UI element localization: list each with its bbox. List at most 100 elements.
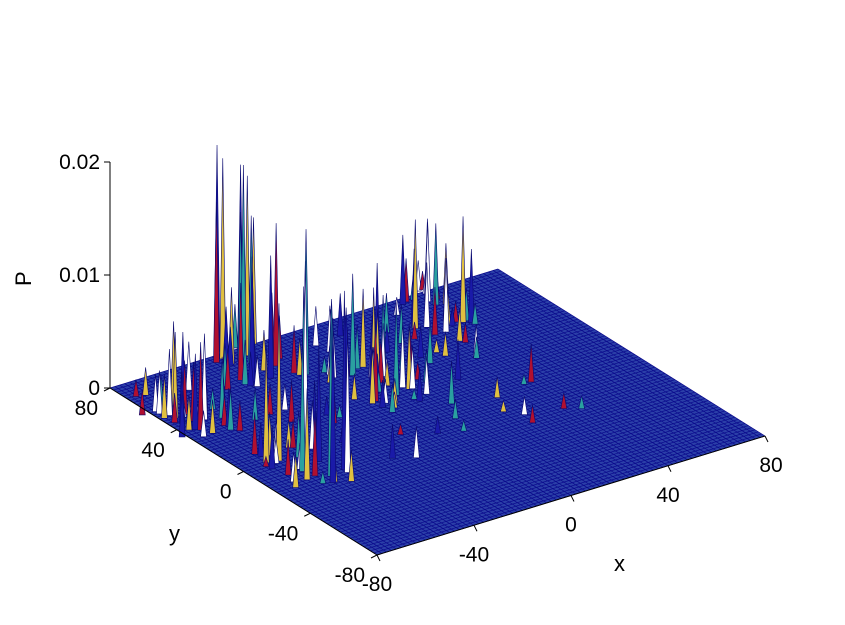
surface-peak <box>377 338 385 384</box>
surface-peak <box>166 349 173 416</box>
mesh-line-x <box>478 274 746 443</box>
surface-peak <box>311 410 319 477</box>
surface-peak <box>454 339 462 381</box>
mesh-line-x <box>454 282 722 450</box>
surface-peak <box>209 399 216 434</box>
surface-peak <box>237 282 245 381</box>
x-tick-label: -40 <box>459 543 489 566</box>
surface-peak <box>409 345 416 390</box>
mesh-line-x <box>463 279 732 447</box>
surface-peak <box>473 336 480 359</box>
surface-peaks <box>132 145 586 488</box>
surface-peak <box>321 356 328 373</box>
x-tick <box>764 435 769 443</box>
y-axis-label: y <box>169 521 180 546</box>
surface-peak <box>423 355 430 395</box>
surface-peak <box>423 262 431 328</box>
surface-peak <box>493 376 501 399</box>
mesh-line-x <box>497 268 766 437</box>
mesh-line-x <box>395 299 664 468</box>
surface-peak <box>448 307 456 327</box>
surface-peak <box>241 339 249 385</box>
surface-peak <box>284 439 292 476</box>
x-tick-label: 80 <box>759 454 782 477</box>
surface-peak <box>236 400 244 432</box>
y-tick <box>304 512 311 517</box>
x-tick <box>376 554 381 562</box>
surface-peak <box>192 353 199 430</box>
mesh-line-y <box>206 329 595 449</box>
surface-peak <box>296 337 304 376</box>
surface-peak <box>468 249 475 323</box>
surface-peak <box>288 379 295 423</box>
surface-peak <box>171 393 178 424</box>
y-tick-label: -80 <box>335 564 365 587</box>
surface-peak <box>399 322 406 389</box>
surface-peak <box>336 404 343 418</box>
surface-peak <box>178 390 186 438</box>
surface-peak <box>221 394 228 426</box>
surface-peak <box>560 392 568 409</box>
surface-peak <box>329 317 337 484</box>
surface-peak <box>227 326 234 366</box>
surface-peak <box>268 425 276 470</box>
surface-peak <box>315 346 323 462</box>
mesh-line-x <box>459 280 727 449</box>
surface-peak <box>432 223 440 306</box>
surface-peak <box>442 331 449 357</box>
surface-peak <box>197 342 204 431</box>
surface-peak <box>416 367 423 402</box>
mesh-line-x <box>449 283 717 452</box>
mesh-line-x <box>492 270 761 438</box>
surface-peak <box>344 329 351 473</box>
surface-peak <box>462 322 469 343</box>
mesh-line-y <box>210 331 599 451</box>
surface-peak <box>410 387 418 400</box>
mesh-line-x <box>444 285 712 453</box>
mesh-line-x <box>468 277 737 446</box>
mesh-line-x <box>483 273 751 441</box>
surface-peak <box>456 308 463 342</box>
surface-peak <box>323 396 331 416</box>
surface-peak <box>312 306 320 347</box>
surface-peak <box>185 394 193 431</box>
mesh-line-y <box>173 308 562 428</box>
surface-peak <box>459 216 467 323</box>
surface-peak <box>578 395 586 409</box>
surface-peak <box>289 419 297 449</box>
surface-peak <box>227 387 234 431</box>
mesh-line-x <box>381 304 649 472</box>
mesh-line-x <box>473 276 741 444</box>
surface-peak <box>529 404 536 424</box>
x-tick-label: -80 <box>362 573 392 596</box>
surface-peak <box>299 333 306 472</box>
surface-peak <box>359 288 367 368</box>
y-tick <box>103 387 111 392</box>
surface-peak <box>142 367 149 396</box>
surface-peak <box>379 380 386 408</box>
surface-peak <box>290 325 298 374</box>
x-axis-label: x <box>614 551 625 576</box>
y-tick-label: 0 <box>220 481 232 504</box>
surface-peak <box>247 351 254 387</box>
surface-peak <box>292 453 300 488</box>
surface-peak <box>399 234 407 305</box>
surface-peak <box>319 471 327 484</box>
surface-peak <box>262 455 270 468</box>
surface-peak <box>411 321 418 340</box>
mesh-line-x <box>366 308 635 477</box>
tick-labels: 0 0.01 0.02 -80 -40 0 40 80 -80 -40 0 40 80 <box>59 151 783 596</box>
surface-peak <box>267 255 275 379</box>
surface-peak <box>500 400 507 413</box>
surface-peak <box>471 302 479 325</box>
mesh-line-x <box>439 286 707 455</box>
surface-peak <box>200 410 207 438</box>
surface-peak <box>213 202 220 363</box>
surface-peak <box>433 338 440 353</box>
z-tick-label: 0.01 <box>59 264 100 287</box>
surface-peak <box>452 300 460 323</box>
y-tick <box>237 471 244 475</box>
surface-peak <box>281 384 289 411</box>
